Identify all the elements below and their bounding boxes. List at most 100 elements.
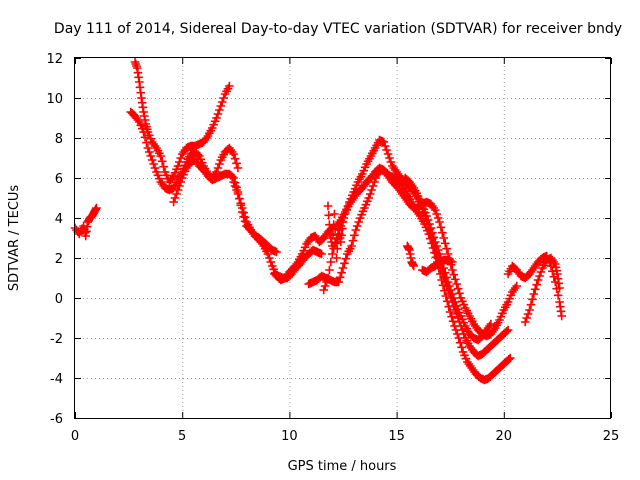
- data-point: [426, 223, 436, 233]
- data-point: [357, 210, 366, 219]
- data-series-2: [130, 57, 234, 187]
- data-point: [229, 149, 238, 159]
- data-point: [335, 273, 345, 282]
- data-point: [159, 162, 168, 171]
- data-point: [317, 249, 326, 259]
- data-point: [176, 177, 186, 187]
- data-point: [522, 313, 531, 323]
- data-point: [486, 319, 496, 329]
- data-point: [157, 157, 167, 166]
- data-point: [169, 171, 178, 181]
- data-point: [526, 300, 536, 309]
- data-point: [432, 241, 441, 251]
- data-point: [92, 203, 101, 213]
- data-point: [232, 185, 241, 195]
- data-series-13: [418, 255, 457, 277]
- data-point: [452, 301, 461, 311]
- data-point: [175, 157, 184, 167]
- data-point: [160, 167, 170, 177]
- data-point: [219, 93, 228, 103]
- data-point: [323, 273, 333, 283]
- data-point: [341, 254, 351, 263]
- y-tick-label: 2: [55, 252, 63, 267]
- data-point: [506, 291, 516, 300]
- data-point: [352, 221, 362, 231]
- data-point: [332, 253, 341, 263]
- data-point: [386, 157, 396, 167]
- data-point: [212, 113, 221, 123]
- x-tick-label: 5: [178, 429, 186, 444]
- data-point: [217, 97, 227, 107]
- data-point: [512, 281, 521, 291]
- data-point: [360, 203, 369, 213]
- data-point: [350, 231, 359, 240]
- data-point: [330, 224, 340, 233]
- data-point: [447, 312, 456, 321]
- data-point: [266, 257, 276, 267]
- data-point: [446, 285, 456, 295]
- data-point: [355, 213, 365, 223]
- data-point: [357, 169, 367, 179]
- data-point: [505, 294, 514, 303]
- data-point: [230, 181, 240, 191]
- data-point: [382, 145, 391, 155]
- data-point: [300, 243, 310, 252]
- data-point: [457, 343, 466, 352]
- data-point: [364, 193, 374, 203]
- data-point: [504, 355, 514, 364]
- data-point: [535, 271, 544, 281]
- data-point: [553, 291, 563, 300]
- data-point: [145, 147, 154, 157]
- plot-frame: [74, 57, 611, 419]
- data-point: [536, 267, 546, 277]
- data-point: [137, 124, 147, 133]
- data-point: [429, 233, 439, 242]
- y-tick-label: 6: [55, 172, 63, 187]
- data-point: [455, 338, 465, 347]
- data-point: [458, 347, 468, 357]
- data-point: [461, 354, 471, 363]
- data-point: [336, 237, 346, 247]
- data-point: [529, 289, 539, 299]
- data-point: [146, 151, 156, 161]
- data-point: [448, 265, 457, 275]
- data-point: [436, 223, 446, 232]
- data-point: [193, 150, 203, 159]
- data-point: [458, 315, 467, 324]
- data-point: [448, 289, 457, 299]
- data-point: [360, 163, 370, 172]
- data-point: [175, 181, 184, 191]
- data-point: [428, 228, 437, 237]
- data-point: [337, 224, 347, 233]
- data-point: [334, 277, 344, 287]
- data-point: [445, 307, 455, 317]
- y-tick-label: -2: [50, 332, 63, 347]
- data-point: [213, 109, 223, 119]
- data-point: [323, 201, 333, 211]
- data-point: [453, 305, 463, 314]
- data-point: [435, 217, 444, 227]
- data-point: [433, 213, 443, 223]
- data-series-6: [270, 245, 326, 283]
- data-point: [172, 165, 181, 174]
- data-point: [425, 219, 434, 229]
- data-series-10: [323, 201, 348, 263]
- data-point: [351, 225, 361, 235]
- data-point: [440, 239, 450, 248]
- chart-title: Day 111 of 2014, Sidereal Day-to-day VTE…: [54, 21, 622, 37]
- data-point: [415, 195, 424, 204]
- data-point: [380, 141, 390, 151]
- data-point: [438, 228, 447, 237]
- data-point: [332, 244, 342, 253]
- data-point: [354, 217, 364, 227]
- data-point: [555, 283, 564, 293]
- data-point: [340, 259, 349, 268]
- data-point: [215, 105, 224, 115]
- data-point: [523, 309, 533, 319]
- y-tick-label: 12: [46, 52, 63, 67]
- data-point: [439, 233, 449, 243]
- data-point: [195, 151, 204, 161]
- data-point: [169, 197, 178, 207]
- data-point: [173, 161, 183, 171]
- data-point: [265, 253, 274, 263]
